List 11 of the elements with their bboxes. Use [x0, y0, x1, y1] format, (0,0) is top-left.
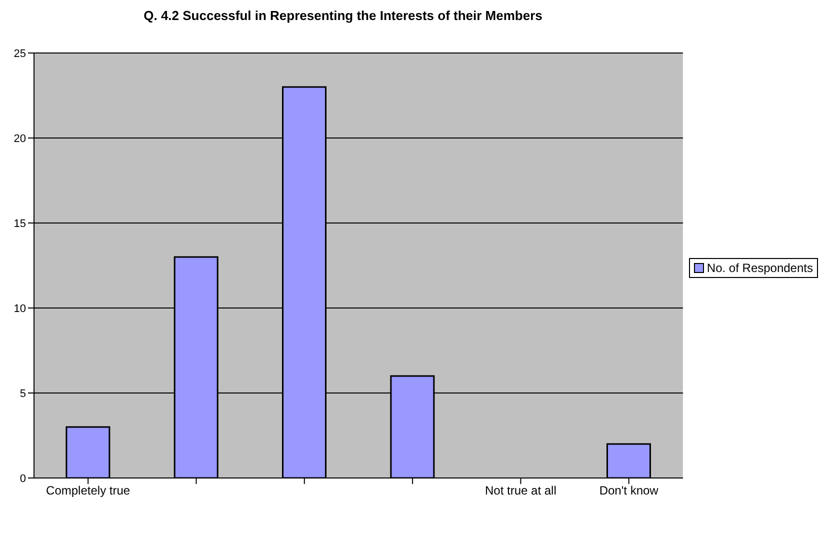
y-tick-label: 20 — [14, 132, 26, 145]
y-tick-label: 25 — [14, 48, 26, 60]
y-tick-label: 10 — [14, 302, 26, 315]
x-tick-label: Don't know — [599, 484, 659, 498]
y-tick-label: 0 — [20, 472, 26, 485]
legend-label: No. of Respondents — [706, 261, 813, 275]
x-tick-label: Completely true — [46, 484, 130, 498]
chart-title: Q. 4.2 Successful in Representing the Interests of their Members — [142, 8, 544, 23]
y-tick-label: 5 — [20, 388, 26, 400]
y-tick-label: 15 — [14, 218, 26, 230]
x-tick-label: Not true at all — [485, 484, 556, 498]
